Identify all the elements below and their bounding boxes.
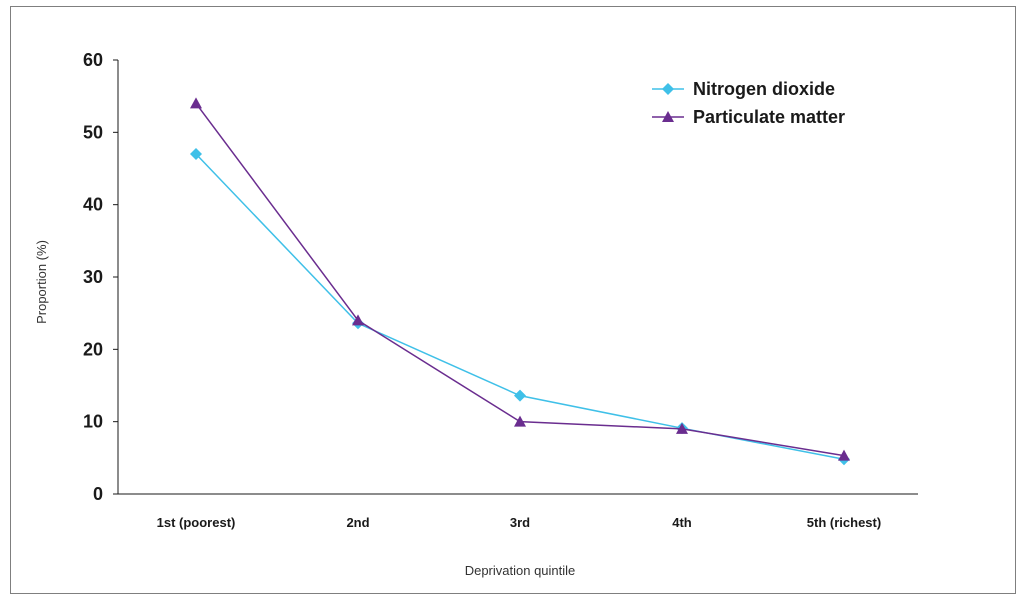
data-point	[190, 148, 202, 161]
x-tick-label: 1st (poorest)	[157, 515, 236, 530]
x-axis-title: Deprivation quintile	[465, 563, 576, 578]
y-tick-label: 60	[83, 50, 103, 70]
data-point	[676, 422, 688, 434]
chart-frame	[10, 6, 1016, 594]
data-point	[514, 415, 526, 427]
y-tick-label: 20	[83, 339, 103, 359]
series-line	[195, 102, 845, 457]
legend-item: Particulate matter	[652, 107, 845, 127]
legend-label: Nitrogen dioxide	[693, 79, 835, 99]
y-tick-label: 0	[93, 484, 103, 504]
series-line	[195, 153, 845, 461]
legend-item: Nitrogen dioxide	[652, 79, 835, 99]
series-particulate-matter	[190, 97, 850, 461]
data-point	[352, 314, 364, 326]
y-axis-title: Proportion (%)	[34, 240, 49, 324]
data-point	[838, 449, 850, 461]
y-tick-label: 10	[83, 412, 103, 432]
y-tick-label: 40	[83, 195, 103, 215]
legend-marker	[662, 111, 674, 122]
legend: Nitrogen dioxide Particulate matter	[652, 79, 845, 127]
x-tick-label: 4th	[672, 515, 692, 530]
x-tick-label: 5th (richest)	[807, 515, 881, 530]
legend-marker	[662, 83, 674, 95]
legend-label: Particulate matter	[693, 107, 845, 127]
series-layer	[190, 97, 850, 466]
y-tick-label: 50	[83, 122, 103, 142]
x-tick-label: 3rd	[510, 515, 530, 530]
x-tick-label: 2nd	[346, 515, 369, 530]
axes: 0 10 20 30 40 50 60 1st (poorest) 2nd 3rd 4th 5th (…	[83, 50, 918, 530]
data-point	[514, 389, 526, 402]
data-point	[190, 97, 202, 109]
y-tick-label: 30	[83, 267, 103, 287]
